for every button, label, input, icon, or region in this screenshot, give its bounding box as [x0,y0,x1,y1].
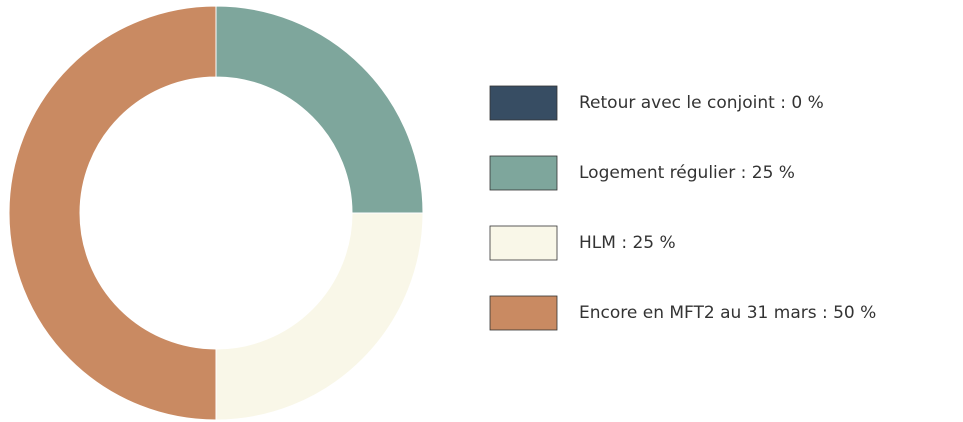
legend-label: Logement régulier : 25 % [579,163,795,183]
donut-slice [8,5,217,421]
legend-swatch [489,155,558,191]
legend-label: Retour avec le conjoint : 0 % [579,93,824,113]
legend-swatch [489,85,558,121]
legend-label: Encore en MFT2 au 31 mars : 50 % [579,303,876,323]
legend-label: HLM : 25 % [579,233,676,253]
legend-swatch [489,225,558,261]
donut-slice [215,5,424,214]
donut-slice [215,212,424,421]
legend-swatch [489,295,558,331]
